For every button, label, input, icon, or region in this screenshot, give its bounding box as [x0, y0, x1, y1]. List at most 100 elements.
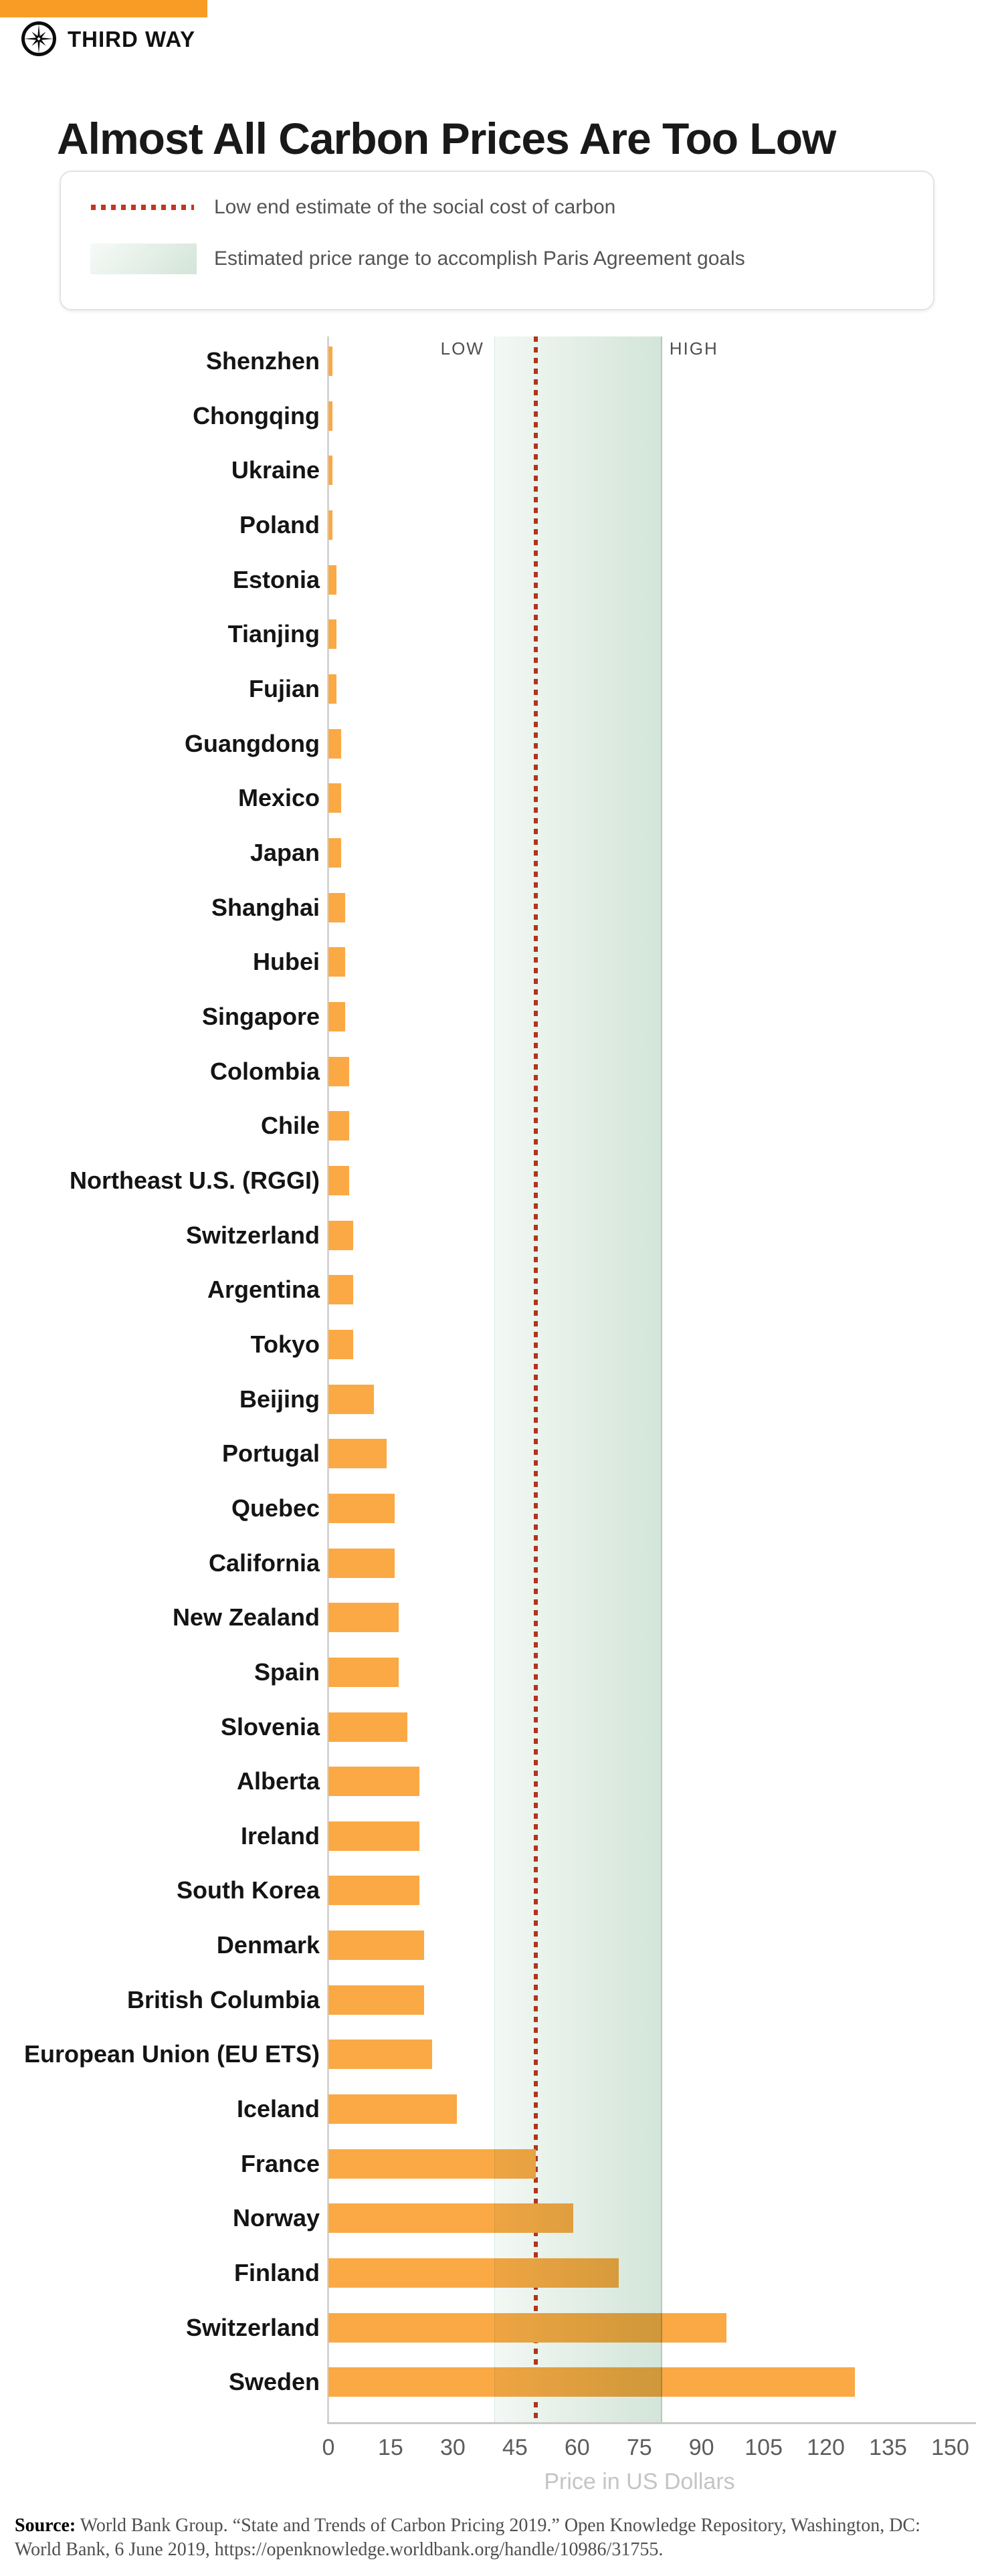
- legend-dotted-line-swatch: [91, 205, 194, 210]
- bar-label: Shenzhen: [205, 347, 320, 375]
- bar: [328, 401, 333, 431]
- bar-label: Chongqing: [193, 401, 320, 429]
- bar-label: Spain: [254, 1658, 320, 1686]
- bar-label: Colombia: [209, 1057, 320, 1085]
- bar: [328, 1275, 354, 1305]
- bar: [328, 1111, 349, 1141]
- bar-label: France: [240, 2149, 320, 2177]
- paris-range-band: [494, 336, 662, 2422]
- bar: [328, 1548, 395, 1578]
- bar-label: California: [208, 1549, 320, 1577]
- bar-label: Norway: [232, 2204, 320, 2232]
- paris-range-low-label: LOW: [440, 338, 484, 359]
- x-tick-label: 150: [931, 2435, 969, 2460]
- bar-label: Switzerland: [185, 2313, 320, 2341]
- source-citation: Source: World Bank Group. “State and Tre…: [15, 2514, 951, 2562]
- x-tick-label: 105: [745, 2435, 783, 2460]
- bar: [328, 565, 337, 595]
- bar: [328, 892, 345, 922]
- bar: [328, 1657, 399, 1687]
- legend-item-label: Low end estimate of the social cost of c…: [214, 196, 616, 218]
- bar-label: Fujian: [249, 674, 320, 702]
- bar-label: Poland: [239, 510, 320, 538]
- bar-label: Tokyo: [250, 1330, 320, 1358]
- bar: [328, 510, 333, 540]
- bar-label: Chile: [260, 1112, 320, 1140]
- bar: [328, 1439, 387, 1469]
- bar-label: Ukraine: [231, 456, 320, 484]
- x-tick-label: 75: [626, 2435, 652, 2460]
- bar: [328, 1384, 375, 1414]
- bar-label: British Columbia: [126, 1985, 320, 2013]
- x-tick-label: 90: [688, 2435, 714, 2460]
- x-tick-label: 60: [564, 2435, 590, 2460]
- source-prefix: Source:: [15, 2515, 76, 2536]
- bar: [328, 1876, 420, 1906]
- x-axis-title: Price in US Dollars: [544, 2469, 735, 2494]
- bar: [328, 1930, 424, 1961]
- x-tick-label: 0: [322, 2435, 335, 2460]
- bar-label: Guangdong: [185, 729, 320, 757]
- source-text: World Bank Group. “State and Trends of C…: [15, 2515, 920, 2560]
- brand-banner-bar: [0, 0, 207, 17]
- bar-label: Portugal: [221, 1440, 320, 1468]
- legend-item-label: Estimated price range to accomplish Pari…: [214, 247, 745, 270]
- bar: [328, 728, 341, 759]
- bar: [328, 346, 333, 376]
- bar: [328, 1603, 399, 1633]
- bar: [328, 783, 341, 813]
- bar: [328, 1001, 345, 1031]
- bar: [328, 2094, 458, 2124]
- x-tick-label: 15: [378, 2435, 403, 2460]
- bar: [328, 1821, 420, 1851]
- bar: [328, 1985, 424, 2015]
- bar: [328, 1056, 349, 1086]
- x-axis-line: [327, 2422, 976, 2424]
- bar-label: Japan: [250, 838, 320, 866]
- legend-box: Low end estimate of the social cost of c…: [60, 171, 934, 310]
- bar: [328, 1329, 354, 1359]
- compass-star-icon: [21, 21, 56, 56]
- axis-zero-line: [327, 336, 329, 2422]
- x-tick-label: 135: [869, 2435, 907, 2460]
- bar: [328, 1767, 420, 1797]
- paris-range-high-label: HIGH: [669, 338, 718, 359]
- bar-label: Beijing: [239, 1385, 320, 1413]
- bar-label: Shanghai: [211, 893, 320, 921]
- page-title: Almost All Carbon Prices Are Too Low: [57, 114, 836, 164]
- bar-label: Hubei: [252, 948, 320, 976]
- bar-label: Ireland: [240, 1821, 320, 1850]
- bar-label: Finland: [234, 2259, 320, 2287]
- bar-label: Quebec: [231, 1494, 320, 1522]
- bar: [328, 1712, 407, 1742]
- bar-label: New Zealand: [172, 1603, 320, 1631]
- bar-label: European Union (EU ETS): [23, 2040, 320, 2068]
- bar: [328, 674, 337, 704]
- bar-label: South Korea: [176, 1876, 320, 1904]
- bar-label: Singapore: [201, 1002, 320, 1030]
- bar-label: Switzerland: [185, 1221, 320, 1249]
- bar-label: Estonia: [232, 565, 320, 593]
- x-tick-label: 30: [439, 2435, 466, 2460]
- bar: [328, 2040, 432, 2070]
- x-tick-label: 120: [807, 2435, 845, 2460]
- bar-label: Tianjing: [227, 620, 320, 648]
- bar-label: Denmark: [216, 1931, 320, 1959]
- x-tick-label: 45: [502, 2435, 528, 2460]
- bar: [328, 1165, 349, 1195]
- bar: [328, 456, 333, 486]
- bar: [328, 947, 345, 977]
- bar: [328, 619, 337, 650]
- bar: [328, 1493, 395, 1523]
- bar-label: Slovenia: [220, 1712, 320, 1741]
- bar-label: Iceland: [236, 2095, 320, 2123]
- bar-label: Sweden: [228, 2368, 320, 2396]
- bar-label: Alberta: [236, 1767, 320, 1795]
- bar-label: Northeast U.S. (RGGI): [69, 1166, 320, 1194]
- bar: [328, 837, 341, 868]
- legend-band-swatch: [90, 243, 197, 274]
- bar-label: Mexico: [237, 784, 320, 812]
- bar-label: Argentina: [207, 1276, 320, 1304]
